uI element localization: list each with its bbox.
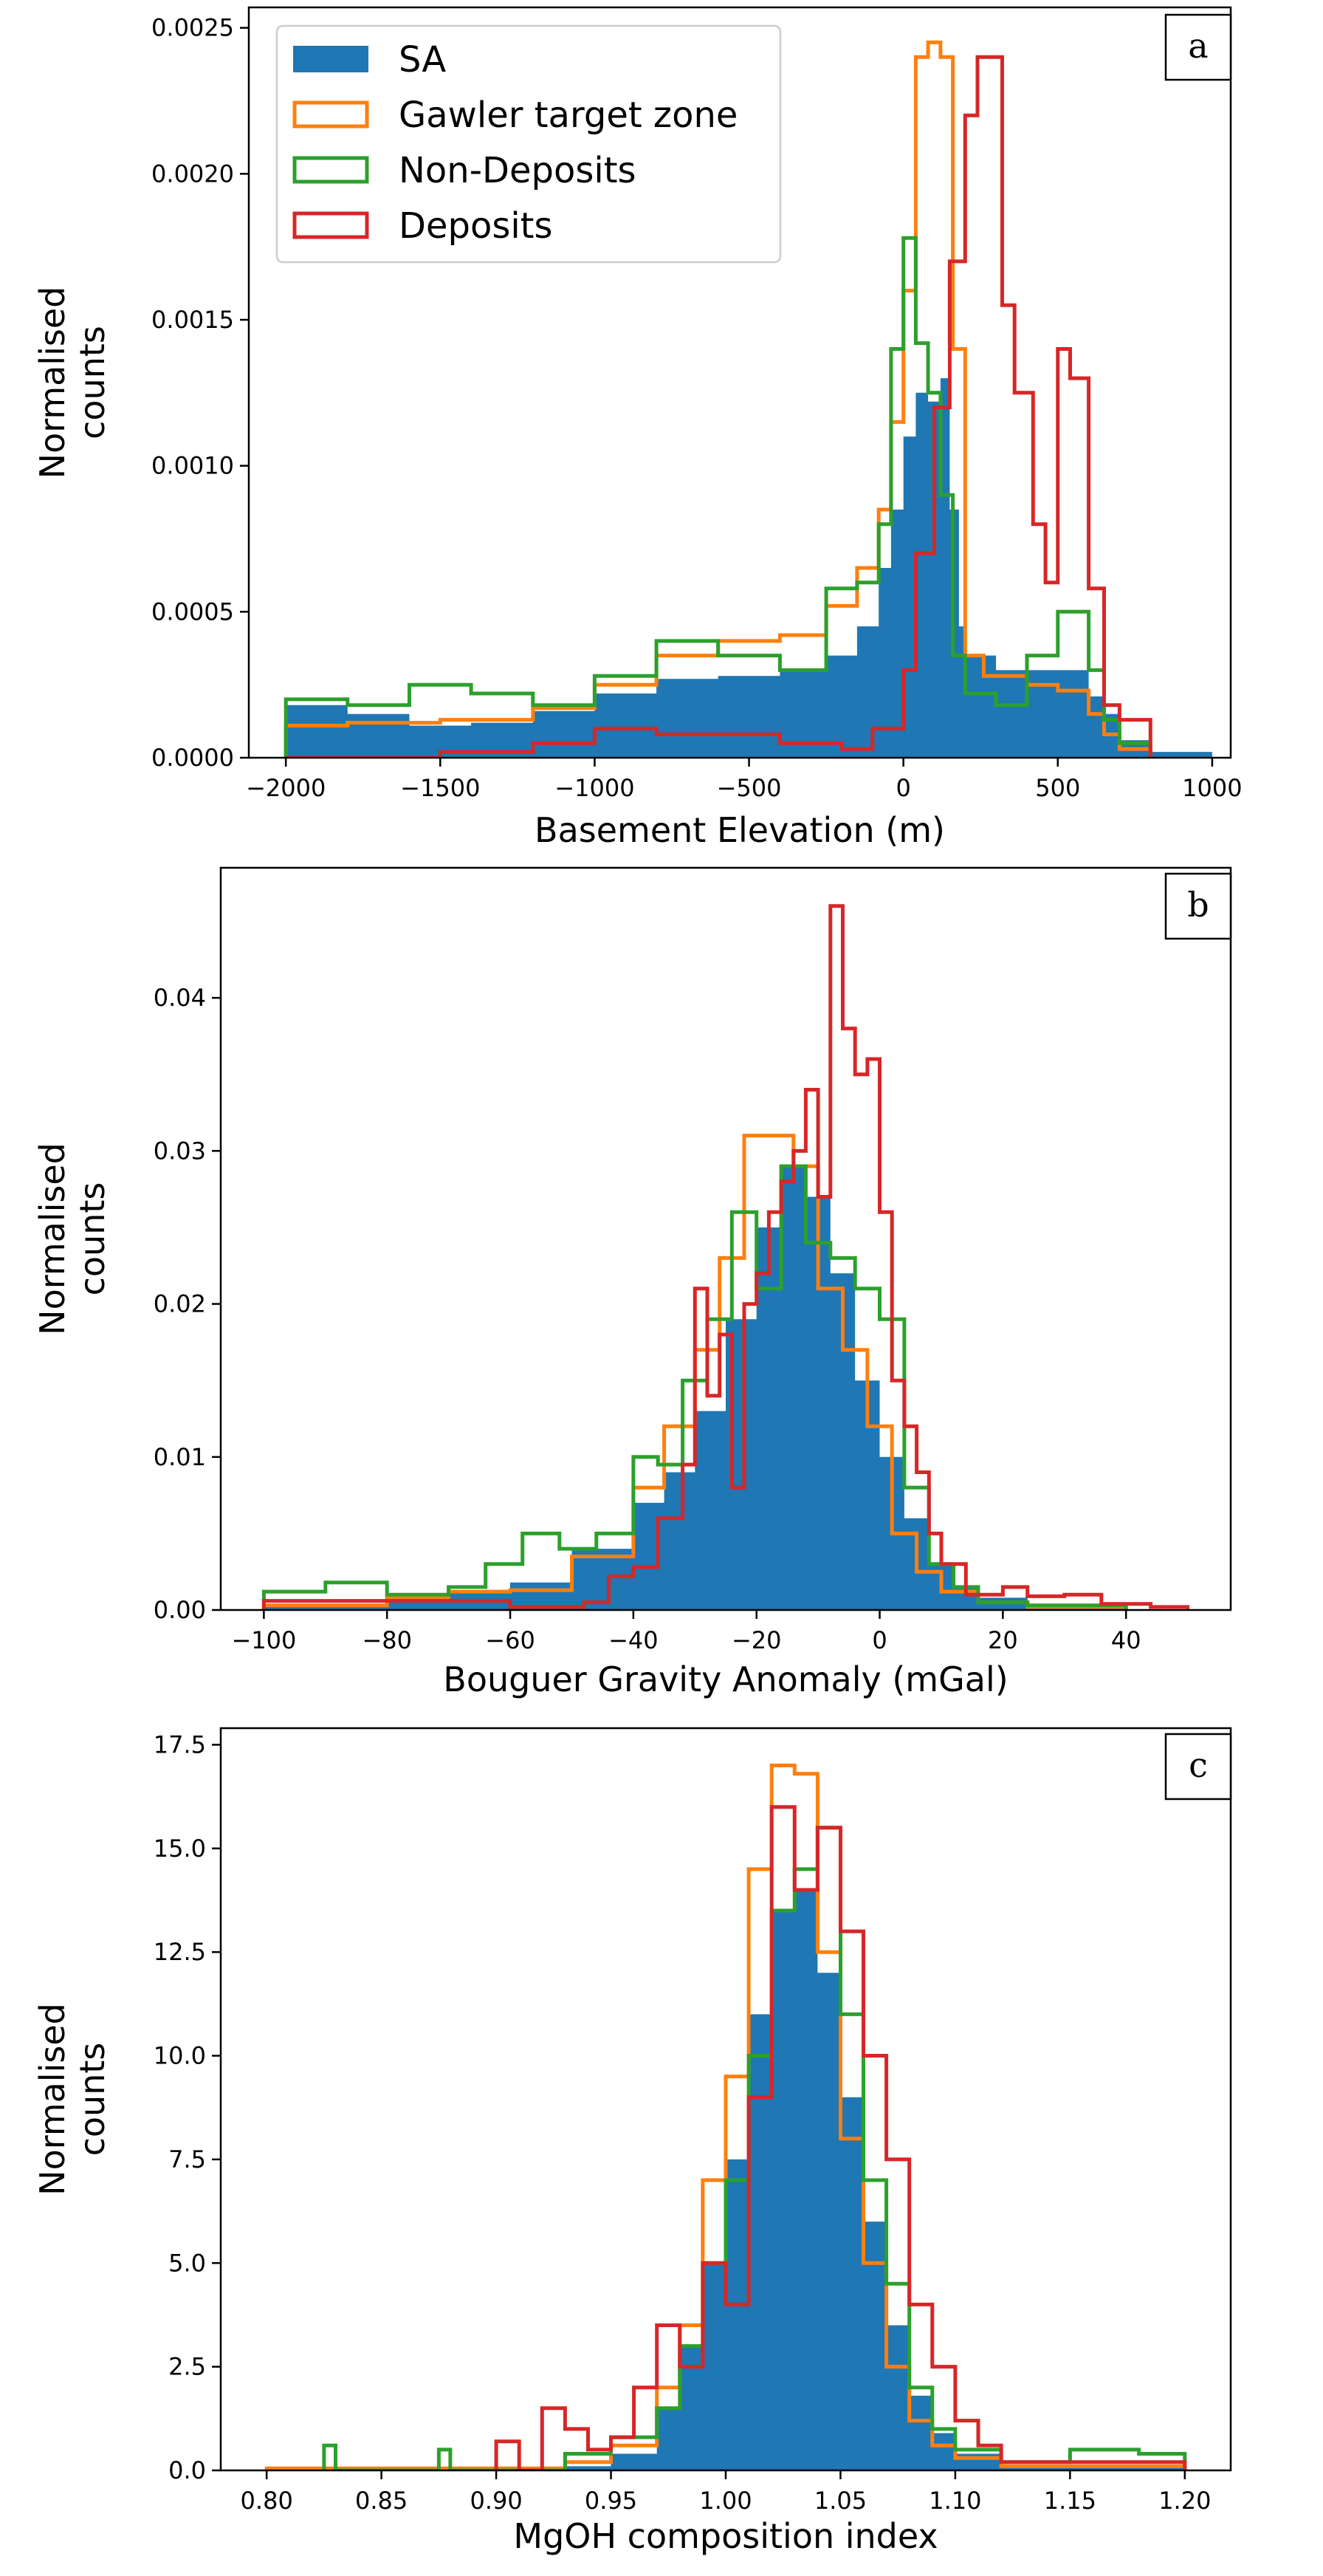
- series-sa-bars: [264, 1166, 1127, 1610]
- series-sa-bars: [286, 378, 1212, 758]
- x-tick-label: 0.95: [585, 2487, 637, 2515]
- legend-label-deposits: Deposits: [399, 205, 553, 247]
- series-non-deposits-step: [322, 1826, 1187, 2470]
- x-tick-label: 0: [896, 774, 910, 802]
- y-tick-label: 5.0: [168, 2249, 206, 2277]
- x-tick-label: 0.80: [241, 2487, 293, 2515]
- panel-c: 0.80 0.85 0.90 0.95 1.00 1.05 1.10 1.15 1.20 0.0 2…: [32, 1727, 1232, 2556]
- panel-letter: c: [1189, 1745, 1208, 1785]
- x-tick-label: −2000: [246, 774, 326, 802]
- axes-frame: [247, 6, 1232, 759]
- x-tick-label: 0: [872, 1626, 887, 1654]
- y-axis-label: Normalisedcounts: [32, 287, 112, 479]
- panel-b: −100 −80 −60 −40 −20 0 20 40 0.00 0.01 0.02 0.03 0.0…: [32, 866, 1232, 1699]
- series-non-deposits-step: [261, 1164, 1128, 1610]
- legend-label-gawler-target-zone: Gawler target zone: [399, 95, 738, 136]
- y-tick-label: 0.0000: [151, 744, 234, 772]
- x-tick-label: 1000: [1182, 774, 1242, 802]
- x-tick-label: 1.00: [699, 2487, 752, 2515]
- x-axis-label: Basement Elevation (m): [535, 810, 945, 850]
- legend-swatch-non-deposits: [292, 156, 369, 184]
- panel-letter: a: [1188, 26, 1208, 66]
- x-tick-label: 1.15: [1044, 2487, 1096, 2515]
- axes-frame: [219, 866, 1232, 1611]
- x-axis-label: Bouguer Gravity Anomaly (mGal): [443, 1659, 1008, 1699]
- panel-letter-box: [1164, 872, 1232, 940]
- series-gawler-target-zone-step: [261, 1134, 1128, 1610]
- panel-letter-box: [1164, 1733, 1232, 1801]
- x-tick-label: 20: [988, 1626, 1018, 1654]
- legend: SA Gawler target zone Non-Deposits Deposits: [275, 24, 782, 264]
- x-tick-label: 40: [1111, 1626, 1141, 1654]
- plot-area: [261, 904, 1190, 1610]
- y-tick-label: 2.5: [168, 2353, 206, 2381]
- y-tick-label: 0.04: [154, 984, 206, 1012]
- x-tick-label: 0.85: [355, 2487, 408, 2515]
- plot-area: [264, 1764, 1187, 2470]
- y-axis-label: Normalisedcounts: [32, 1143, 112, 1335]
- y-tick-label: 0.02: [154, 1290, 206, 1318]
- x-tick-label: −1500: [400, 774, 480, 802]
- y-tick-label: 0.01: [154, 1443, 206, 1471]
- legend-frame: [275, 24, 782, 264]
- x-tick-label: 1.20: [1158, 2487, 1211, 2515]
- y-tick-label: 10.0: [154, 2042, 206, 2070]
- legend-label-sa: SA: [399, 39, 446, 80]
- x-tick-label: −100: [231, 1626, 296, 1654]
- y-tick-label: 0.00: [154, 1596, 206, 1624]
- y-tick-label: 0.0015: [151, 306, 234, 334]
- y-tick-label: 0.0: [168, 2456, 206, 2484]
- series-deposits-step: [494, 1805, 1187, 2470]
- y-tick-label: 0.0005: [151, 597, 234, 626]
- series-deposits-step: [261, 904, 1190, 1610]
- y-tick-label: 15.0: [154, 1835, 206, 1863]
- y-axis-label: Normalisedcounts: [32, 2003, 112, 2196]
- x-tick-label: −60: [485, 1626, 535, 1654]
- panel-a: −2000 −1500 −1000 −500 0 500 1000 0.0000 0.0005 0…: [32, 6, 1243, 850]
- series-non-deposits-step: [284, 236, 1152, 758]
- y-tick-label: 0.0010: [151, 452, 234, 480]
- y-tick-label: 0.0020: [151, 160, 234, 188]
- x-tick-label: −80: [362, 1626, 412, 1654]
- panel-letter-box: [1164, 13, 1232, 81]
- legend-swatch-sa: [293, 46, 368, 72]
- series-deposits-step: [286, 55, 1152, 758]
- y-tick-label: 7.5: [168, 2145, 206, 2174]
- x-tick-label: −20: [732, 1626, 782, 1654]
- x-tick-label: −40: [608, 1626, 659, 1654]
- legend-swatch-deposits: [292, 211, 369, 239]
- x-axis-label: MgOH composition index: [513, 2516, 938, 2556]
- x-tick-label: −500: [717, 774, 782, 802]
- x-tick-label: 1.10: [929, 2487, 981, 2515]
- x-tick-label: −1000: [554, 774, 634, 802]
- plot-area: [284, 40, 1212, 758]
- y-tick-label: 0.0025: [151, 14, 234, 42]
- legend-swatch-gawler-target-zone: [292, 100, 369, 129]
- x-tick-label: 500: [1035, 774, 1080, 802]
- legend-label-non-deposits: Non-Deposits: [399, 150, 636, 191]
- y-tick-label: 12.5: [154, 1938, 206, 1966]
- x-tick-label: 1.05: [814, 2487, 867, 2515]
- y-tick-label: 0.03: [154, 1137, 206, 1165]
- x-tick-label: 0.90: [470, 2487, 522, 2515]
- y-tick-label: 17.5: [154, 1730, 206, 1758]
- panel-letter: b: [1187, 885, 1209, 925]
